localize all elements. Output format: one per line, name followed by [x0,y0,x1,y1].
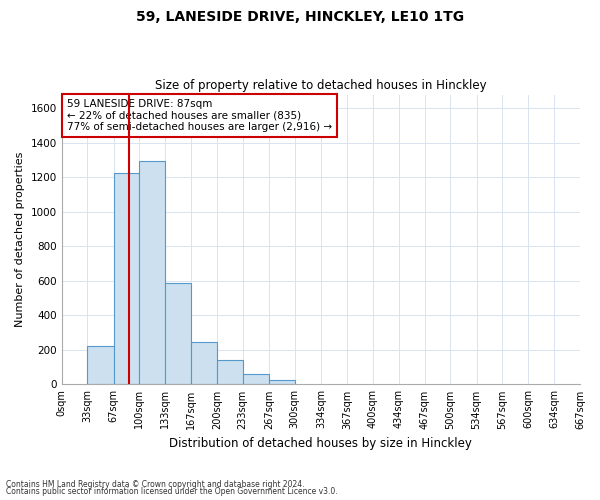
Bar [139,161,165,384]
Text: 59, LANESIDE DRIVE, HINCKLEY, LE10 1TG: 59, LANESIDE DRIVE, HINCKLEY, LE10 1TG [136,10,464,24]
Title: Size of property relative to detached houses in Hinckley: Size of property relative to detached ho… [155,79,487,92]
Text: Contains HM Land Registry data © Crown copyright and database right 2024.: Contains HM Land Registry data © Crown c… [6,480,305,489]
Bar [243,374,269,384]
Bar [269,380,295,384]
Bar [217,360,243,384]
Bar [114,173,139,384]
Text: 59 LANESIDE DRIVE: 87sqm
← 22% of detached houses are smaller (835)
77% of semi-: 59 LANESIDE DRIVE: 87sqm ← 22% of detach… [67,99,332,132]
X-axis label: Distribution of detached houses by size in Hinckley: Distribution of detached houses by size … [169,437,472,450]
Y-axis label: Number of detached properties: Number of detached properties [15,152,25,327]
Bar [191,342,217,384]
Text: Contains public sector information licensed under the Open Government Licence v3: Contains public sector information licen… [6,488,338,496]
Bar [165,282,191,384]
Bar [88,346,114,385]
